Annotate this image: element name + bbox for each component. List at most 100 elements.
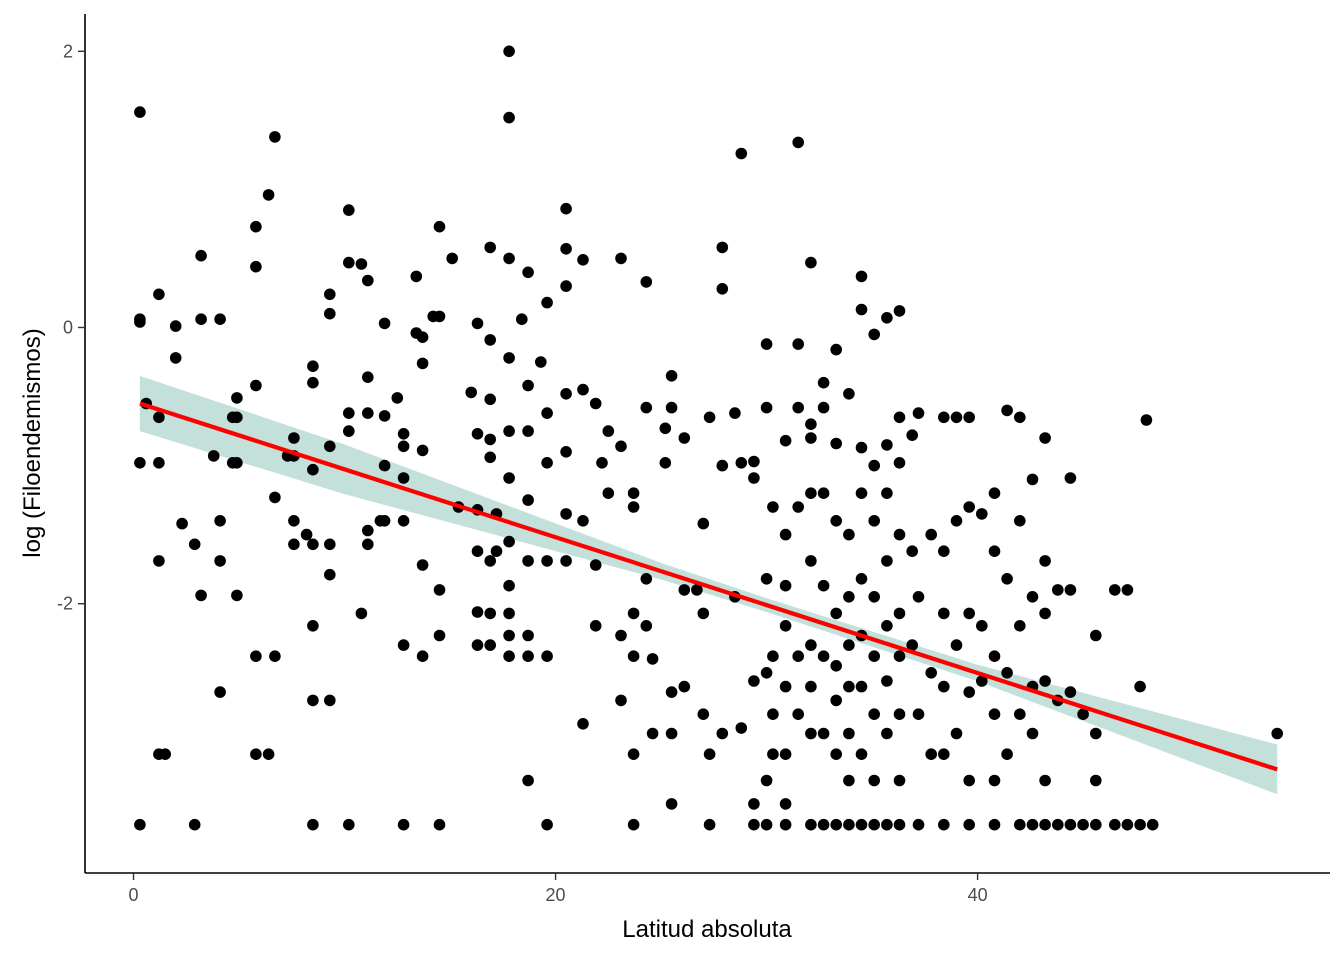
- data-point: [1134, 818, 1146, 831]
- data-point: [703, 411, 716, 424]
- data-point: [522, 774, 534, 787]
- data-point: [484, 555, 497, 567]
- data-point: [397, 440, 410, 453]
- data-point: [522, 494, 534, 506]
- data-point: [767, 708, 779, 720]
- x-axis-title: Latitud absoluta: [622, 916, 792, 943]
- data-point: [410, 270, 423, 283]
- data-point: [1077, 818, 1089, 831]
- data-point: [868, 774, 880, 787]
- data-point: [678, 584, 691, 596]
- data-point: [269, 650, 281, 662]
- data-point: [868, 650, 880, 662]
- data-point: [627, 487, 640, 500]
- data-point: [484, 393, 497, 406]
- data-point: [843, 774, 855, 787]
- data-point: [307, 818, 319, 831]
- data-point: [378, 317, 391, 330]
- data-point: [153, 411, 165, 424]
- data-point: [535, 356, 547, 368]
- data-point: [792, 501, 804, 513]
- data-point: [988, 545, 1001, 557]
- data-point: [602, 425, 615, 437]
- data-point: [893, 650, 906, 662]
- data-point: [522, 650, 534, 662]
- data-point: [817, 650, 830, 662]
- data-point: [830, 818, 842, 831]
- data-point: [855, 487, 868, 500]
- data-point: [362, 538, 374, 551]
- data-point: [843, 680, 855, 693]
- data-point: [541, 296, 553, 309]
- data-point: [938, 545, 950, 557]
- data-point: [560, 508, 572, 520]
- data-point: [1109, 584, 1121, 596]
- data-point: [378, 515, 391, 527]
- data-point: [906, 429, 918, 442]
- data-point: [503, 629, 515, 642]
- data-point: [1014, 818, 1026, 831]
- y-axis-title: log (Filoendemismos): [19, 328, 46, 557]
- data-point: [615, 440, 627, 453]
- data-point: [988, 774, 1001, 787]
- data-point: [703, 748, 716, 760]
- data-point: [391, 392, 404, 404]
- data-point: [817, 579, 830, 592]
- data-point: [893, 528, 906, 541]
- data-point: [397, 472, 410, 484]
- data-point: [855, 270, 868, 283]
- data-point: [214, 686, 226, 698]
- data-point: [855, 303, 868, 316]
- data-point: [893, 774, 906, 787]
- data-point: [893, 457, 906, 469]
- data-point: [503, 352, 515, 364]
- data-point: [906, 639, 918, 651]
- data-point: [307, 620, 319, 632]
- data-point: [792, 708, 804, 720]
- data-point: [976, 675, 988, 687]
- data-point: [577, 253, 589, 266]
- data-point: [855, 818, 868, 831]
- data-point: [659, 457, 672, 469]
- data-point: [560, 388, 572, 400]
- data-point: [805, 680, 817, 693]
- data-point: [792, 338, 804, 350]
- data-point: [779, 434, 792, 447]
- data-point: [1001, 573, 1013, 585]
- data-point: [881, 727, 893, 740]
- data-point: [503, 472, 515, 484]
- data-point: [307, 360, 319, 373]
- data-point: [950, 411, 963, 424]
- data-point: [716, 727, 729, 740]
- data-point: [471, 317, 484, 330]
- data-point: [716, 241, 729, 254]
- data-point: [716, 459, 729, 472]
- data-point: [288, 515, 300, 527]
- data-point: [324, 538, 336, 551]
- data-point: [805, 555, 817, 567]
- data-point: [925, 667, 937, 679]
- data-point: [881, 620, 893, 632]
- data-point: [855, 680, 868, 693]
- data-point: [615, 629, 627, 642]
- data-point: [646, 727, 659, 740]
- data-point: [343, 407, 355, 419]
- data-point: [1140, 414, 1153, 426]
- data-point: [214, 555, 226, 567]
- data-point: [169, 320, 182, 332]
- data-point: [541, 407, 553, 419]
- y-tick-label: 2: [63, 41, 73, 61]
- ticks-layer: 0 20 40 -2 0 2: [57, 41, 988, 905]
- data-point: [577, 718, 589, 730]
- data-point: [988, 487, 1001, 500]
- data-point: [760, 667, 773, 679]
- data-point: [817, 818, 830, 831]
- data-point: [176, 517, 188, 530]
- data-point: [881, 312, 893, 324]
- data-point: [471, 606, 484, 618]
- data-point: [627, 748, 640, 760]
- data-point: [760, 774, 773, 787]
- data-point: [269, 491, 281, 504]
- data-point: [307, 694, 319, 707]
